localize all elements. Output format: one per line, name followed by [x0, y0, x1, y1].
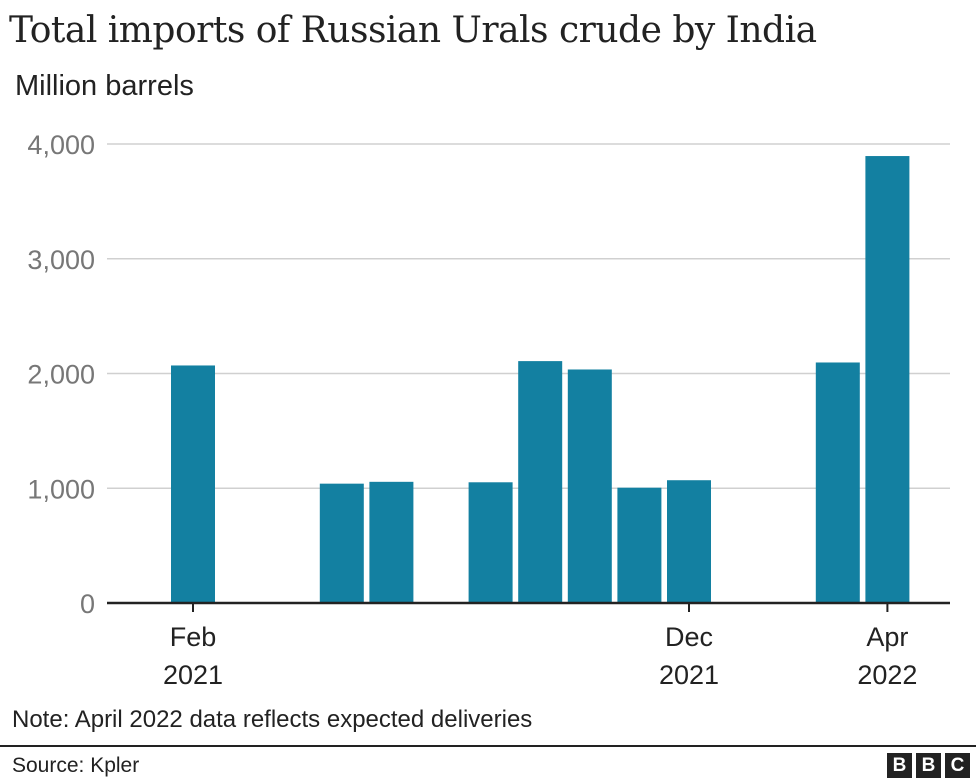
logo-letter: B	[916, 753, 941, 778]
bar-chart: 0 1,000 2,000 3,000 4,000 Feb 2021 Dec 2021 Apr 20…	[27, 130, 950, 690]
logo-letter: B	[887, 753, 912, 778]
y-axis-label: Million barrels	[15, 70, 194, 102]
y-tick-label: 1,000	[27, 474, 95, 504]
bar-jun-2021	[369, 481, 414, 603]
x-tick-label-year: 2021	[163, 660, 223, 690]
y-tick-label: 2,000	[27, 360, 95, 390]
x-tick-label-year: 2021	[659, 660, 719, 690]
bar-may-2021	[319, 483, 364, 603]
y-tick-label: 4,000	[27, 130, 95, 160]
bar-aug-2021	[468, 482, 513, 603]
y-tick-label: 3,000	[27, 245, 95, 275]
bar-feb-2021	[171, 365, 215, 603]
bar-apr-2022	[865, 156, 910, 603]
bbc-logo: B B C	[887, 753, 970, 778]
x-tick-label-year: 2022	[857, 660, 917, 690]
x-tick-label-month: Feb	[170, 622, 217, 652]
footer-divider	[0, 745, 976, 747]
bar-sep-2021	[518, 361, 563, 603]
x-tick-label-month: Dec	[665, 622, 713, 652]
source-text: Source: Kpler	[12, 754, 140, 777]
bar-nov-2021	[617, 487, 662, 603]
x-tick-label-month: Apr	[866, 622, 908, 652]
bar-dec-2021	[667, 480, 711, 603]
logo-letter: C	[945, 753, 970, 778]
chart-note: Note: April 2022 data reflects expected …	[12, 706, 533, 733]
chart-title: Total imports of Russian Urals crude by …	[9, 10, 817, 51]
y-tick-label: 0	[80, 589, 95, 619]
bar-oct-2021	[567, 369, 612, 603]
bar-mar-2022	[815, 362, 860, 603]
